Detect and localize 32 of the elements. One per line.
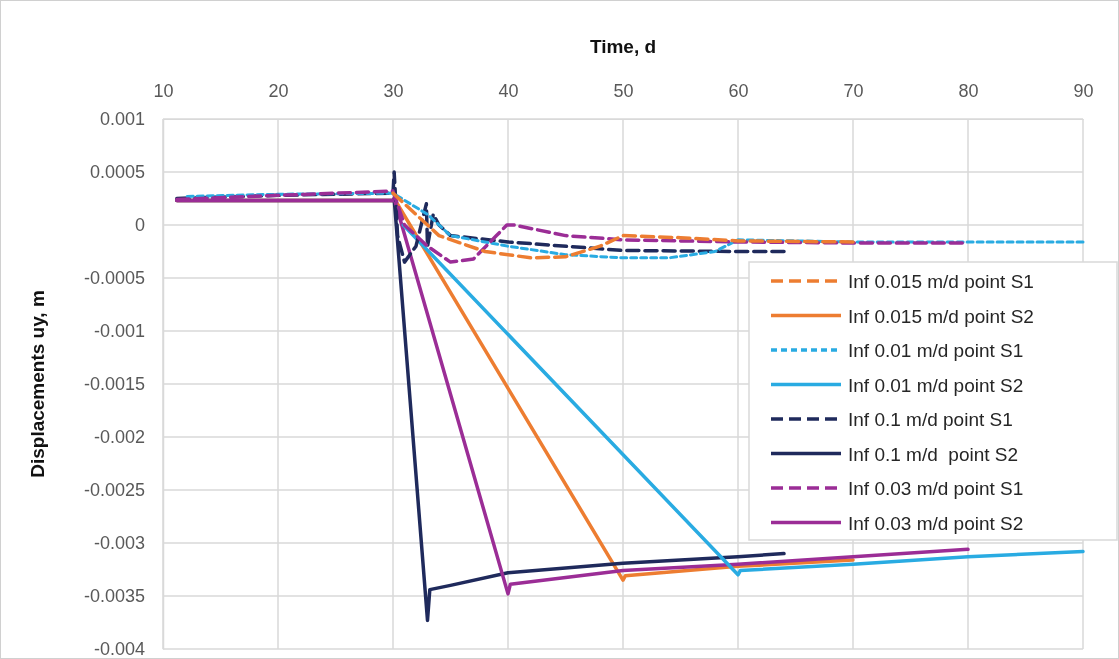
legend-label: Inf 0.1 m/d point S2 — [848, 443, 1019, 465]
y-tick-label: -0.001 — [93, 321, 145, 342]
y-tick-label: -0.004 — [93, 639, 145, 659]
legend-label: Inf 0.1 m/d point S1 — [848, 409, 1013, 430]
x-tick-label: 50 — [613, 81, 634, 101]
x-tick-label: 60 — [728, 81, 749, 101]
x-tick-label: 70 — [843, 81, 864, 101]
legend-label: Inf 0.03 m/d point S2 — [848, 512, 1024, 534]
legend-label: Inf 0.03 m/d point S1 — [848, 478, 1024, 499]
x-tick-label: 10 — [153, 81, 174, 101]
line-series — [401, 223, 1085, 577]
legend-label: Inf 0.01 m/d point S1 — [848, 340, 1024, 361]
line-series — [185, 191, 1085, 260]
y-tick-label: 0.001 — [99, 109, 145, 130]
x-tick-label: 40 — [498, 81, 519, 101]
y-tick-label: -0.003 — [93, 533, 145, 554]
x-tick-label: 30 — [383, 81, 404, 101]
y-axis-title: Displacements uy, m — [27, 290, 48, 478]
y-tick-label: -0.0025 — [83, 480, 145, 501]
x-axis-title: Time, d — [589, 36, 657, 57]
y-tick-label: -0.002 — [93, 427, 145, 448]
y-tick-label: -0.0015 — [83, 374, 145, 395]
legend-label: Inf 0.015 m/d point S1 — [848, 271, 1034, 292]
legend-label: Inf 0.01 m/d point S2 — [848, 374, 1024, 396]
x-tick-label: 90 — [1073, 81, 1094, 101]
x-tick-label: 20 — [268, 81, 289, 101]
legend-label: Inf 0.015 m/d point S2 — [848, 305, 1034, 327]
y-tick-label: -0.0005 — [83, 268, 145, 289]
y-tick-label: -0.0035 — [83, 586, 145, 607]
y-tick-label: 0 — [134, 215, 145, 236]
x-tick-label: 80 — [958, 81, 979, 101]
y-tick-label: 0.0005 — [89, 162, 145, 183]
